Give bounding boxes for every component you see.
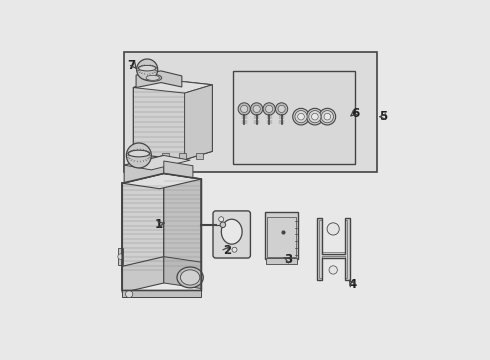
Ellipse shape <box>138 66 156 71</box>
Text: 7: 7 <box>127 59 135 72</box>
Circle shape <box>324 113 331 120</box>
Circle shape <box>327 223 339 235</box>
Text: 1: 1 <box>154 218 162 231</box>
Circle shape <box>126 143 151 168</box>
Text: 4: 4 <box>348 278 356 291</box>
Bar <box>267 258 297 264</box>
Ellipse shape <box>144 75 162 81</box>
Text: 2: 2 <box>222 244 231 257</box>
Polygon shape <box>122 174 164 272</box>
Bar <box>123 51 377 172</box>
Polygon shape <box>317 218 349 280</box>
Polygon shape <box>133 79 212 159</box>
Circle shape <box>263 103 275 115</box>
Bar <box>118 248 123 265</box>
Ellipse shape <box>146 75 159 80</box>
Circle shape <box>275 103 288 115</box>
Circle shape <box>309 111 321 123</box>
Text: 3: 3 <box>285 253 293 266</box>
Bar <box>162 153 170 159</box>
Circle shape <box>329 266 337 274</box>
Circle shape <box>278 105 285 112</box>
Circle shape <box>266 105 273 112</box>
Bar <box>233 71 355 164</box>
Circle shape <box>125 291 133 298</box>
Ellipse shape <box>177 267 203 288</box>
Polygon shape <box>133 79 212 93</box>
Circle shape <box>241 105 248 112</box>
Circle shape <box>307 108 323 125</box>
Text: 6: 6 <box>351 107 359 120</box>
Bar <box>179 153 186 159</box>
Circle shape <box>253 105 260 112</box>
Circle shape <box>293 108 309 125</box>
Circle shape <box>220 222 225 228</box>
Circle shape <box>232 247 237 252</box>
Ellipse shape <box>180 270 200 285</box>
Polygon shape <box>136 71 182 87</box>
Circle shape <box>250 103 263 115</box>
Ellipse shape <box>128 150 149 157</box>
Polygon shape <box>164 161 193 178</box>
Polygon shape <box>124 156 164 183</box>
Circle shape <box>298 113 304 120</box>
Circle shape <box>319 108 336 125</box>
Circle shape <box>219 217 223 222</box>
Circle shape <box>295 111 307 123</box>
Text: 5: 5 <box>379 110 387 123</box>
Circle shape <box>321 111 334 123</box>
Polygon shape <box>185 85 212 159</box>
Polygon shape <box>164 174 201 268</box>
Circle shape <box>118 254 123 260</box>
Circle shape <box>312 113 318 120</box>
Bar <box>265 212 298 260</box>
Polygon shape <box>164 257 201 288</box>
Polygon shape <box>122 257 164 293</box>
Ellipse shape <box>221 219 242 244</box>
Bar <box>143 153 150 159</box>
Bar <box>267 217 296 257</box>
Polygon shape <box>122 174 201 189</box>
Bar <box>196 153 203 159</box>
Polygon shape <box>122 291 201 297</box>
Circle shape <box>238 103 250 115</box>
Polygon shape <box>124 156 190 170</box>
FancyBboxPatch shape <box>213 211 250 258</box>
Circle shape <box>137 59 158 80</box>
